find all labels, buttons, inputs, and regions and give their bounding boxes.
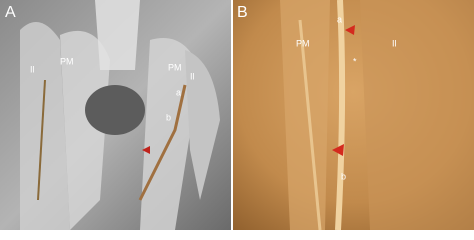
muscle [185, 50, 220, 200]
annotation: b [166, 112, 171, 122]
annotation: PM [296, 38, 310, 48]
annotation: a [337, 14, 342, 24]
pelvis-opening [85, 85, 145, 135]
panel-a: A Il PM PM Il a b [0, 0, 231, 230]
annotation: Il [30, 64, 35, 74]
panel-b: B PM Il a * b [233, 0, 474, 230]
annotation: b [341, 171, 346, 181]
figure-svg: A Il PM PM Il a b B PM Il a * b [0, 0, 474, 230]
nerve [37, 79, 46, 201]
annotation: PM [60, 56, 74, 66]
annotation: a [176, 87, 181, 97]
iliacus-muscle [360, 0, 474, 230]
muscle [60, 31, 110, 230]
annotation: PM [168, 62, 182, 72]
nerve [298, 19, 322, 230]
arrowhead [345, 25, 355, 35]
annotation: * [353, 56, 357, 66]
panel-label: B [237, 4, 248, 21]
psoas-muscle [280, 0, 330, 230]
figure: A Il PM PM Il a b B PM Il a * b [0, 0, 474, 230]
panel-label: A [5, 4, 16, 21]
nerve [138, 84, 187, 201]
muscle [20, 22, 70, 230]
arrowhead [142, 146, 150, 154]
annotation: Il [190, 71, 195, 81]
spine [95, 0, 140, 70]
nerve [335, 0, 346, 230]
annotation: Il [392, 38, 397, 48]
arrowhead [332, 144, 344, 156]
